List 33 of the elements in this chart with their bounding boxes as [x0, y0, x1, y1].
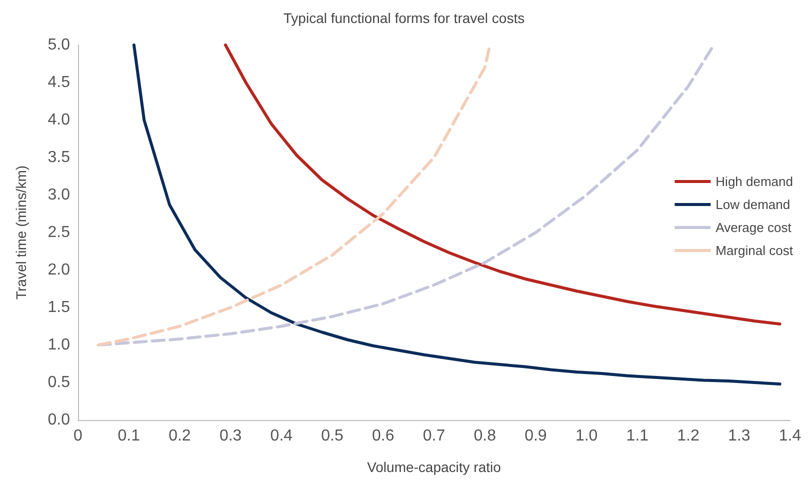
legend-label: Average cost	[716, 220, 792, 235]
x-tick-label: 1.2	[677, 428, 700, 444]
x-tick-label: 0.9	[524, 428, 547, 444]
x-tick-label: 0.2	[168, 428, 191, 444]
x-tick-label: 1.4	[778, 428, 802, 444]
legend-label: Marginal cost	[716, 243, 794, 258]
x-tick-label: 0	[74, 428, 83, 444]
y-tick-label: 2.5	[48, 224, 70, 241]
legend-label: High demand	[716, 174, 793, 189]
y-tick-label: 0.0	[48, 412, 70, 428]
y-tick-label: 4.0	[48, 112, 70, 128]
y-tick-label: 1.5	[48, 299, 70, 316]
x-tick-label: 0.8	[474, 428, 496, 444]
x-axis-title: Volume-capacity ratio	[367, 459, 502, 475]
x-tick-label: 0.5	[321, 428, 344, 444]
legend-label: Low demand	[716, 197, 790, 212]
y-tick-label: 0.5	[48, 374, 70, 391]
y-tick-label: 4.5	[48, 74, 70, 91]
x-tick-label: 1.3	[728, 428, 750, 444]
x-tick-label: 0.3	[219, 428, 242, 444]
x-tick-label: 1.0	[575, 428, 598, 444]
y-tick-label: 5.0	[48, 36, 70, 54]
x-tick-label: 1.1	[626, 428, 649, 444]
y-tick-label: 1.0	[48, 336, 70, 354]
x-tick-label: 0.1	[118, 428, 140, 444]
chart-title: Typical functional forms for travel costs	[283, 10, 525, 26]
y-axis-title: Travel time (mins/km)	[13, 165, 29, 300]
x-tick-label: 0.4	[270, 428, 293, 444]
y-tick-label: 3.5	[48, 149, 70, 166]
y-tick-label: 3.0	[48, 186, 70, 204]
y-tick-label: 2.0	[48, 262, 70, 278]
x-tick-label: 0.7	[422, 428, 446, 444]
x-tick-label: 0.6	[372, 428, 394, 444]
